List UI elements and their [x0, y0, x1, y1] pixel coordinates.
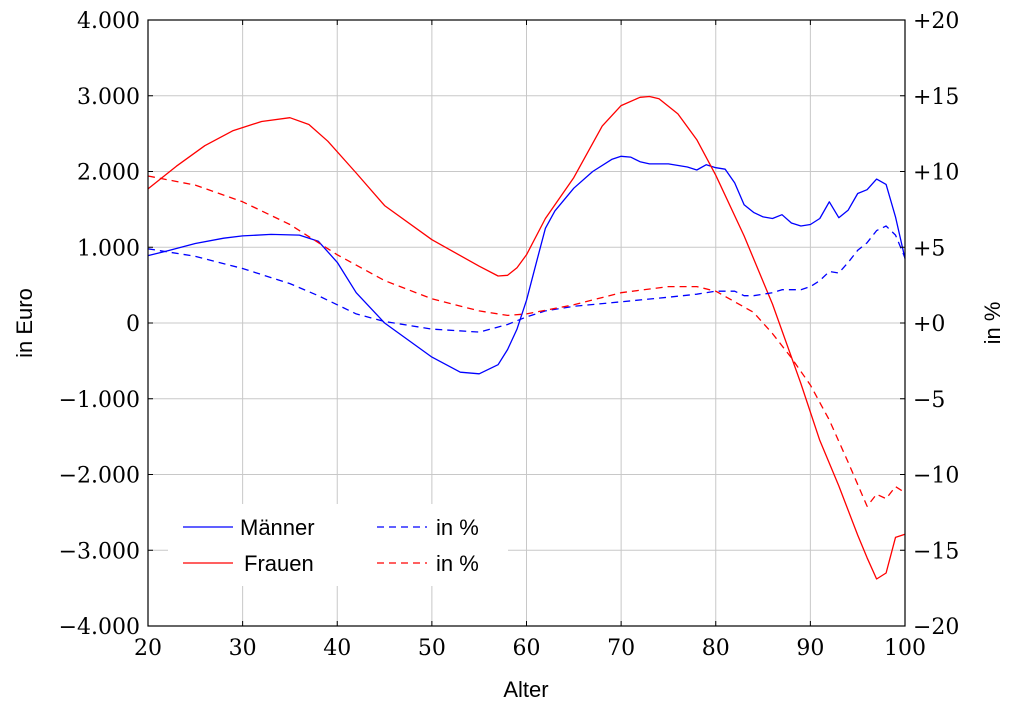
y-left-tick-label: −2.000	[59, 464, 140, 489]
y-axis-label-left: in Euro	[12, 288, 37, 358]
y-left-tick-label: −3.000	[59, 539, 140, 564]
x-tick-label: 40	[323, 636, 351, 661]
x-tick-label: 30	[229, 636, 257, 661]
y-right-tick-label: −20	[913, 615, 959, 640]
y-right-tick-label: +15	[913, 85, 959, 110]
series-line-percent-blue	[147, 225, 906, 333]
y-left-tick-label: −1.000	[59, 388, 140, 413]
y-left-tick-label: −4.000	[59, 615, 140, 640]
tick-layer: 20 30 40 50 60 70 80 90 100 4.000 3.000 2.000 1.000 0…	[59, 9, 960, 661]
x-tick-label: 20	[134, 636, 162, 661]
y-right-tick-label: −5	[913, 388, 945, 413]
x-axis-label: Alter	[503, 677, 548, 702]
series-line-frauen	[147, 95, 906, 580]
y-left-tick-label: 1.000	[77, 236, 140, 261]
y-right-tick-label: +20	[913, 9, 959, 34]
series-line-maenner	[147, 155, 906, 375]
x-tick-label: 100	[884, 636, 926, 661]
x-tick-label: 50	[418, 636, 446, 661]
y-left-tick-label: 4.000	[77, 9, 140, 34]
y-right-tick-label: +5	[913, 236, 945, 261]
legend-box	[168, 504, 508, 586]
series-layer	[147, 95, 906, 580]
x-tick-label: 70	[607, 636, 635, 661]
y-left-tick-label: 3.000	[77, 85, 140, 110]
series-line-percent-red	[147, 175, 906, 507]
y-left-tick-label: 0	[126, 312, 140, 337]
legend-label-frauen: Frauen	[244, 551, 314, 576]
y-right-tick-label: −15	[913, 539, 959, 564]
y-left-tick-label: 2.000	[77, 161, 140, 186]
x-tick-label: 80	[702, 636, 730, 661]
legend-label-maenner: Männer	[240, 515, 315, 540]
legend: Männer Frauen in % in %	[168, 504, 508, 586]
y-right-tick-label: −10	[913, 464, 959, 489]
legend-label-percent-blue: in %	[436, 515, 479, 540]
legend-label-percent-red: in %	[436, 551, 479, 576]
y-axis-label-right: in %	[980, 302, 1005, 345]
x-tick-label: 60	[513, 636, 541, 661]
y-right-tick-label: +0	[913, 312, 945, 337]
x-tick-label: 90	[796, 636, 824, 661]
y-right-tick-label: +10	[913, 161, 959, 186]
